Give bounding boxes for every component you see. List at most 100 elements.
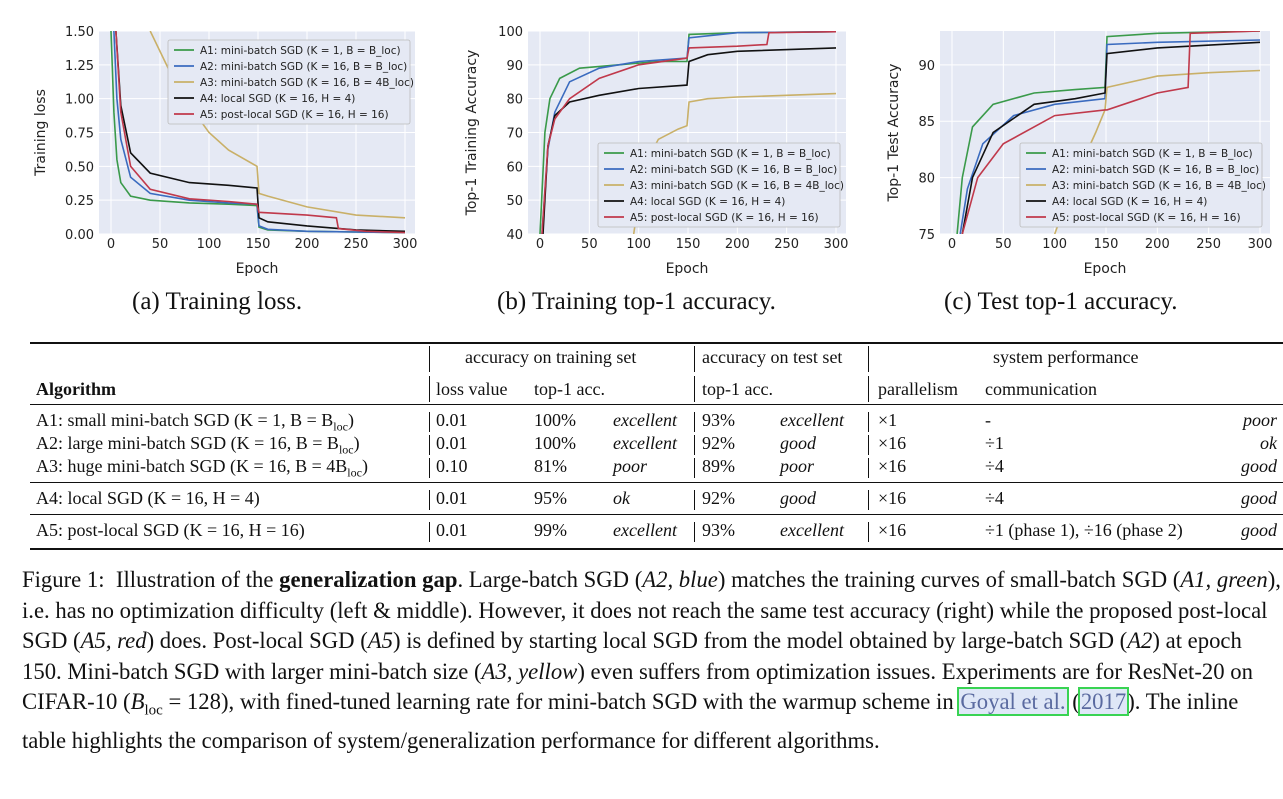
x-tick-label: 100	[626, 237, 651, 252]
figure-caption: Figure 1: Illustration of the generaliza…	[22, 565, 1283, 757]
y-tick-label: 90	[506, 59, 523, 74]
column-divider	[694, 490, 695, 510]
table-bottom-rule	[30, 548, 1283, 550]
table-cell-comm-quality: good	[1241, 520, 1277, 540]
x-axis-label: Epoch	[666, 261, 709, 277]
x-tick-label: 200	[725, 237, 750, 252]
x-tick-label: 100	[1042, 237, 1067, 252]
caption-sub: loc	[144, 702, 163, 719]
table-row-algorithm: A2: large mini-batch SGD (K = 16, B = Bl…	[36, 433, 360, 457]
legend-entry: A5: post-local SGD (K = 16, H = 16)	[200, 109, 389, 121]
legend-entry: A3: mini-batch SGD (K = 16, B = 4B_loc)	[1052, 180, 1266, 192]
table-top-rule	[30, 342, 1283, 344]
caption-text: ) matches the training curves of small-b…	[717, 567, 1181, 592]
y-tick-label: 50	[506, 194, 523, 209]
legend-entry: A3: mini-batch SGD (K = 16, B = 4B_loc)	[200, 77, 414, 89]
caption-text: . Large-batch SGD (	[457, 567, 643, 592]
caption-italic: A5	[367, 628, 393, 653]
caption-text: ) does. Post-local SGD (	[146, 628, 368, 653]
table-row-algorithm: A3: huge mini-batch SGD (K = 16, B = 4Bl…	[36, 456, 368, 480]
x-tick-label: 50	[995, 237, 1012, 252]
col-loss: loss value	[436, 379, 508, 399]
y-tick-label: 0.50	[65, 160, 94, 175]
table-cell-train-acc: 81%	[534, 456, 567, 476]
legend-entry: A4: local SGD (K = 16, H = 4)	[630, 196, 785, 208]
y-tick-label: 1.00	[65, 93, 94, 108]
table-cell-test-acc: 92%	[702, 488, 735, 508]
caption-text: = 128), with fined-tuned learning rate f…	[162, 689, 960, 714]
table-cell-train-acc: 99%	[534, 520, 567, 540]
table-cell-comm-quality: poor	[1242, 410, 1277, 430]
column-divider	[694, 412, 695, 432]
y-axis-label: Top-1 Test Accuracy	[886, 64, 902, 203]
table-cell-test-quality: good	[780, 488, 816, 508]
caption-italic: A1, green	[1180, 567, 1268, 592]
subscript: loc	[338, 442, 354, 457]
table-cell-comm-quality: good	[1241, 488, 1277, 508]
y-tick-label: 40	[506, 228, 523, 243]
comparison-table: accuracy on training set accuracy on tes…	[30, 342, 1283, 550]
table-cell-communication: ÷4	[985, 456, 1004, 476]
table-cell-communication: -	[985, 410, 991, 430]
x-tick-label: 100	[197, 237, 222, 252]
subcaption-a: (a) Training loss.	[132, 288, 303, 315]
table-row-algorithm: A4: local SGD (K = 16, H = 4)	[36, 488, 260, 508]
table-cell-parallelism: ×16	[878, 488, 907, 508]
legend-entry: A1: mini-batch SGD (K = 1, B = B_loc)	[1052, 148, 1253, 160]
table-cell-communication: ÷1 (phase 1), ÷16 (phase 2)	[985, 520, 1183, 540]
series-line-A2	[959, 39, 1261, 234]
chart-0: 0 50 100 150 200 250 300 0.00 0.25 0.50 0.75 1.00 1.…	[33, 25, 417, 277]
table-cell-train-acc: 95%	[534, 488, 567, 508]
table-cell-test-acc: 92%	[702, 433, 735, 453]
caption-text: ) even suffers from optimization issues.…	[22, 658, 1253, 715]
legend-entry: A2: mini-batch SGD (K = 16, B = B_loc)	[630, 164, 837, 176]
x-axis-label: Epoch	[1084, 261, 1127, 277]
column-divider	[429, 412, 430, 432]
table-cell-parallelism: ×16	[878, 456, 907, 476]
column-divider	[868, 490, 869, 510]
table-cell-test-quality: poor	[780, 456, 815, 476]
legend-box	[597, 142, 841, 228]
table-cell-comm-quality: good	[1241, 456, 1277, 476]
legend: A1: mini-batch SGD (K = 1, B = B_loc) A2:…	[167, 39, 414, 125]
column-divider	[694, 435, 695, 455]
column-divider	[429, 490, 430, 510]
series-line-A5	[961, 31, 1261, 234]
subscript: loc	[347, 465, 362, 480]
caption-italic: A2, blue	[642, 567, 718, 592]
series-line-A1	[956, 31, 1261, 234]
legend-entry: A5: post-local SGD (K = 16, H = 16)	[630, 212, 819, 224]
col-train-acc: top-1 acc.	[534, 379, 605, 399]
legend-box	[1019, 142, 1263, 228]
y-tick-label: 1.25	[65, 59, 94, 74]
y-axis-label: Top-1 Training Accuracy	[464, 50, 480, 217]
group-train: accuracy on training set	[465, 347, 637, 367]
group-system: system performance	[993, 347, 1139, 367]
citation-link-author[interactable]: Goyal et al.	[957, 687, 1069, 716]
x-tick-label: 0	[948, 237, 956, 252]
table-cell-train-quality: poor	[613, 456, 648, 476]
table-cell-train-quality: ok	[613, 488, 630, 508]
caption-text: ). The inline table highlights the compa…	[22, 689, 1239, 754]
x-tick-label: 250	[344, 237, 369, 252]
y-tick-label: 0.75	[65, 127, 94, 142]
y-axis-label: Training loss	[33, 89, 49, 177]
table-cell-parallelism: ×16	[878, 433, 907, 453]
legend-entry: A3: mini-batch SGD (K = 16, B = 4B_loc)	[630, 180, 844, 192]
series-line-A5	[115, 31, 406, 234]
y-tick-label: 80	[506, 93, 523, 108]
y-tick-label: 90	[918, 59, 935, 74]
y-tick-label: 60	[506, 160, 523, 175]
table-mid-rule	[30, 404, 1283, 405]
col-test-acc: top-1 acc.	[702, 379, 773, 399]
legend-entry: A5: post-local SGD (K = 16, H = 16)	[1052, 212, 1241, 224]
table-cell-communication: ÷4	[985, 488, 1004, 508]
table-cell-loss: 0.01	[436, 433, 468, 453]
citation-link-year[interactable]: 2017	[1077, 687, 1130, 716]
caption-italic: A3, yellow	[481, 658, 578, 684]
series-line-A4	[961, 41, 1261, 234]
column-divider	[694, 522, 695, 542]
x-tick-label: 0	[107, 237, 115, 252]
table-cell-test-acc: 93%	[702, 520, 735, 540]
series-line-A4	[115, 31, 406, 233]
